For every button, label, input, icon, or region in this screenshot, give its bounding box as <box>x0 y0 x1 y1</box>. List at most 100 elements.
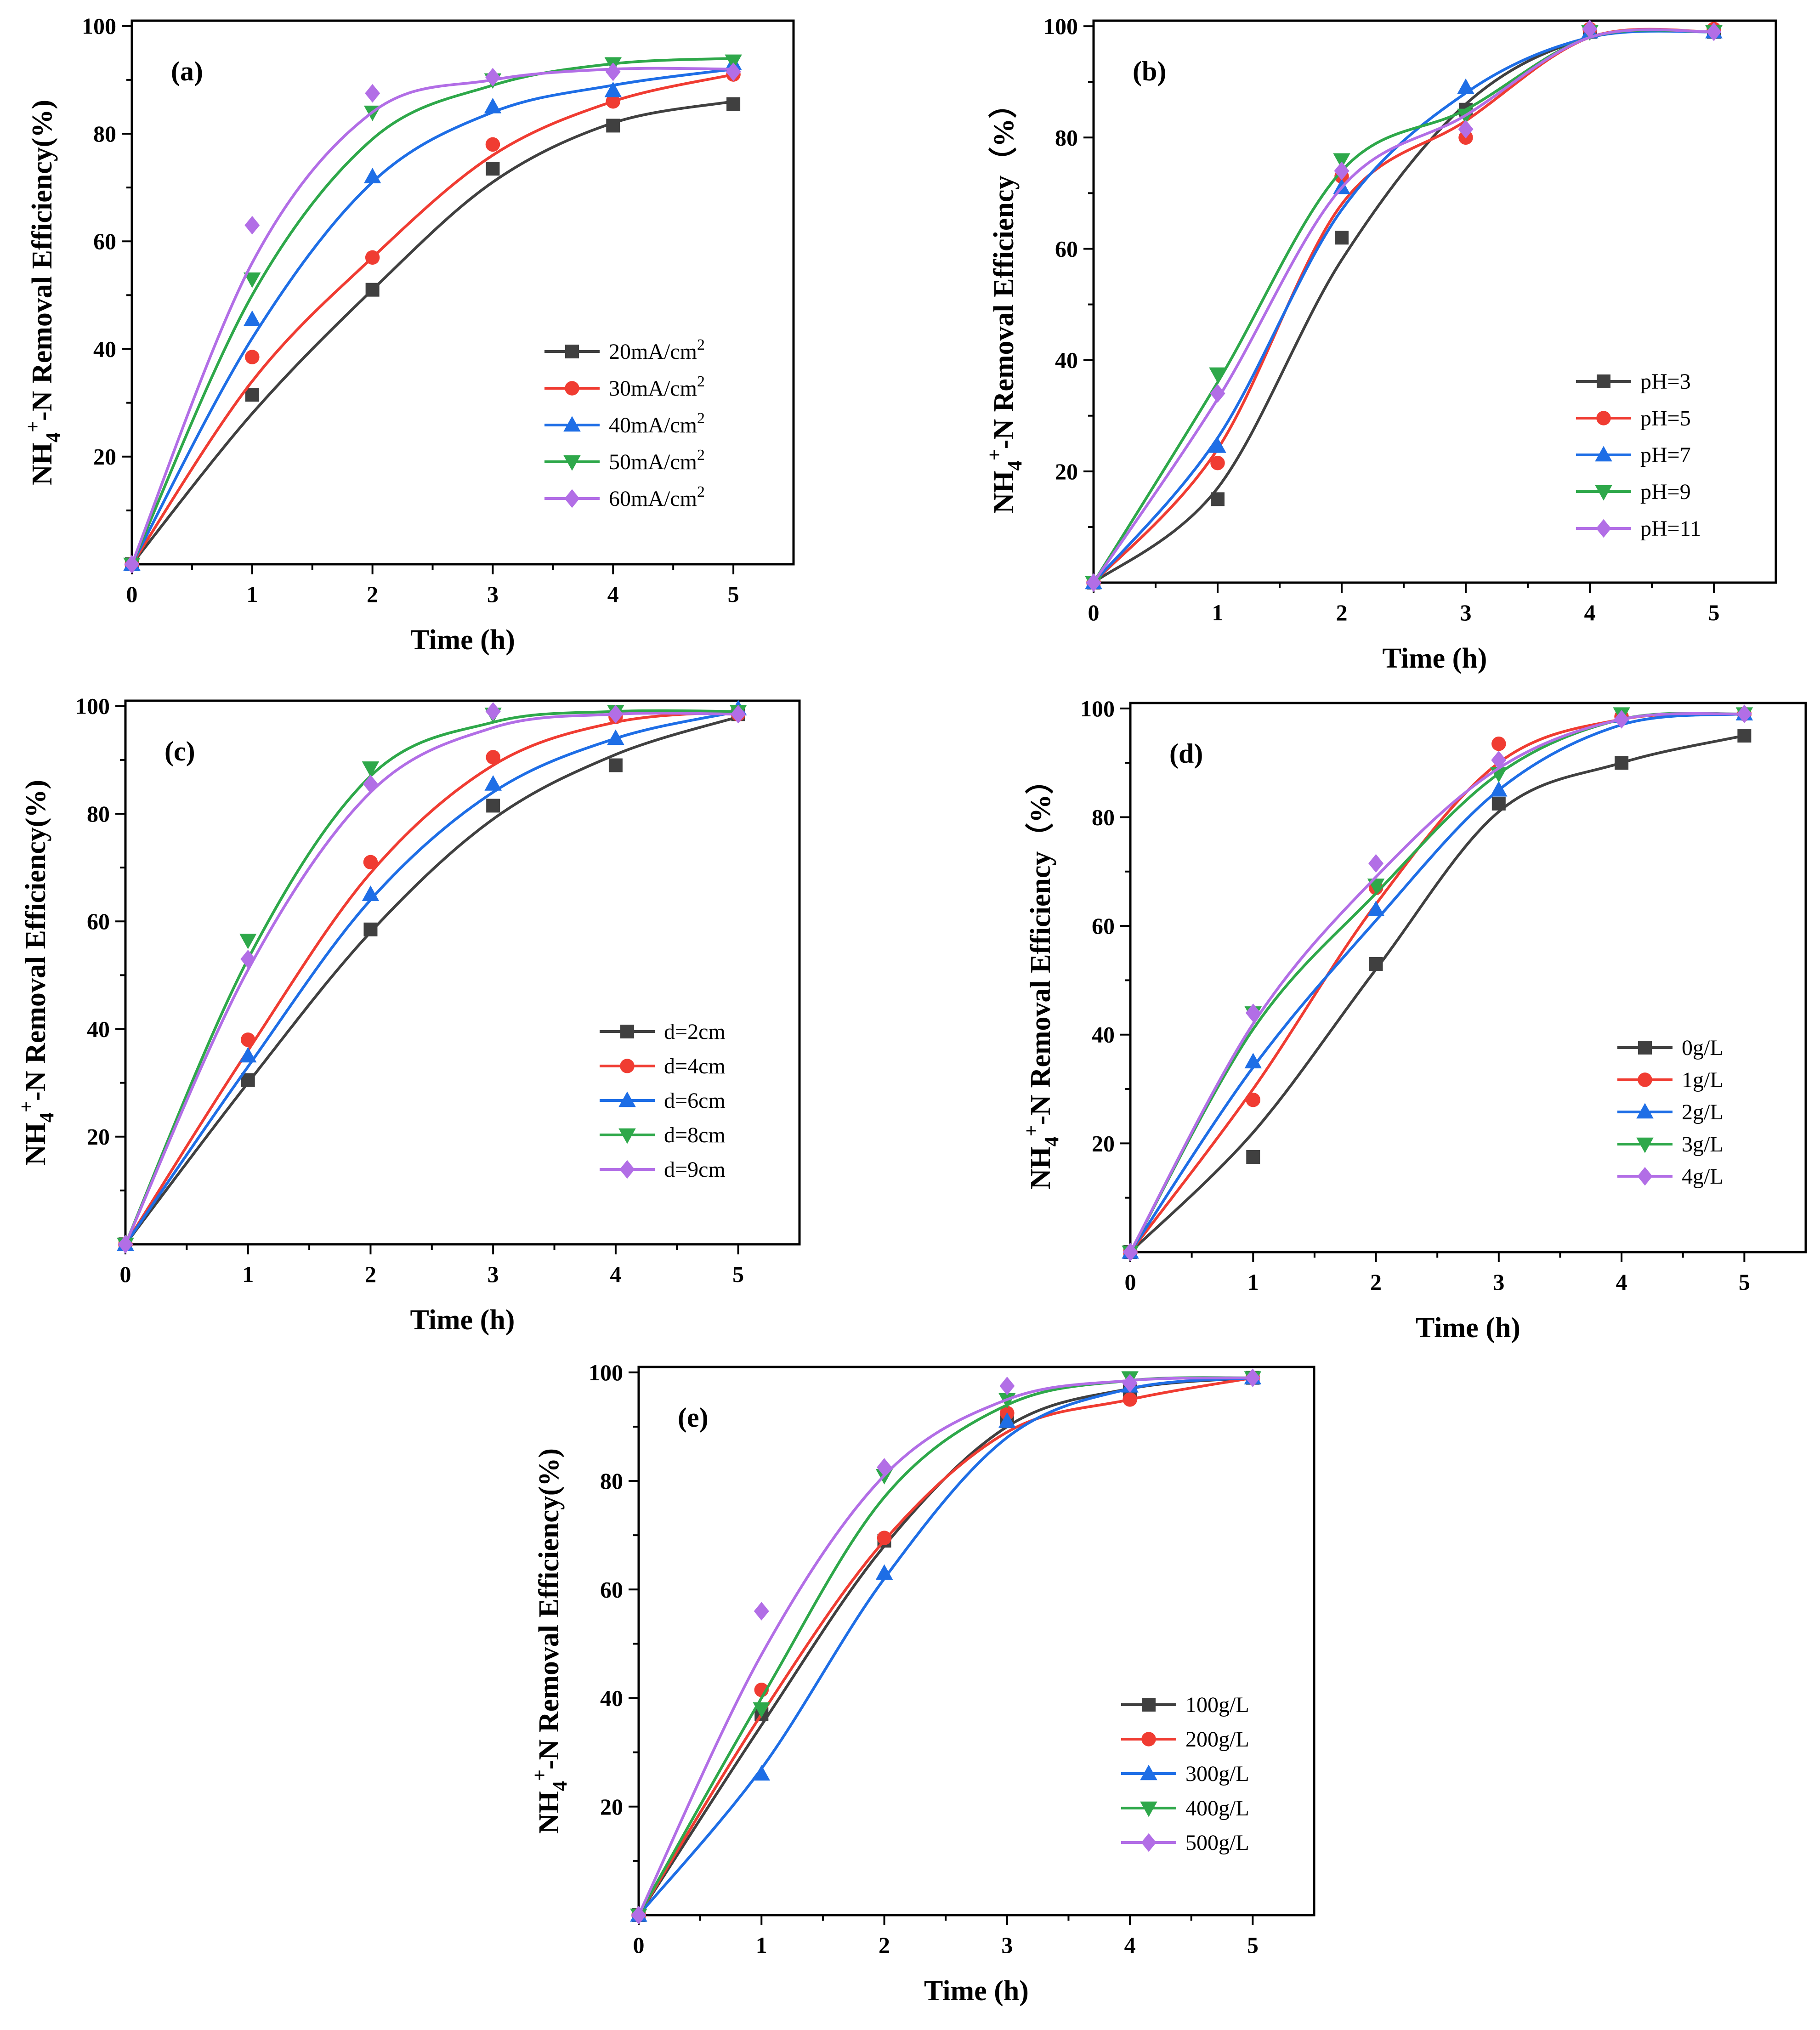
panel-e-legend-item: 200g/L <box>1121 1727 1249 1752</box>
panel-d-data-point <box>1246 1092 1261 1107</box>
panel-b-data-point <box>1457 78 1474 94</box>
panel-c-legend-item: d=2cm <box>600 1020 726 1044</box>
panel-d-data-point <box>1368 854 1384 873</box>
panel-b-xtick-label: 3 <box>1460 600 1472 625</box>
panel-a-data-point <box>606 119 620 133</box>
panel-c-ytick-label: 80 <box>87 801 110 827</box>
panel-c-data-point <box>239 933 257 949</box>
panel-b-data-point <box>1334 161 1349 181</box>
panel-d-legend-item: 0g/L <box>1617 1036 1724 1060</box>
panel-d-ytick-label: 100 <box>1080 696 1115 721</box>
panel-b-label: (b) <box>1133 56 1166 86</box>
panel-e-legend-label: 200g/L <box>1185 1727 1249 1752</box>
panel-c-legend-item: d=8cm <box>600 1123 726 1147</box>
panel-e-xtick-label: 3 <box>1001 1932 1013 1958</box>
panel-c-legend-label: d=9cm <box>664 1157 726 1182</box>
panel-e-series <box>631 1370 1260 1922</box>
panel-e-data-point <box>631 1905 646 1925</box>
panel-b-series-line <box>1093 29 1714 584</box>
panel-c-series-line <box>124 715 739 1245</box>
panel-c-data-point <box>363 775 378 794</box>
panel-b-data-point <box>1335 231 1349 245</box>
panel-a-data-point <box>365 250 380 265</box>
panel-c-data-point <box>362 885 380 901</box>
panel-b-ytick-label: 60 <box>1055 236 1078 261</box>
panel-b-data-point <box>1210 384 1225 403</box>
panel-a-data-point <box>606 94 621 109</box>
panel-d-data-point <box>1491 796 1506 811</box>
panel-d-series-line <box>1129 712 1745 1253</box>
panel-d-legend-item: 2g/L <box>1617 1100 1724 1124</box>
panel-b-legend-marker <box>1595 446 1612 462</box>
panel-a-data-point <box>244 272 261 288</box>
panel-d-data-point <box>1369 957 1383 971</box>
panel-c-ylabel: NH4+-N Removal Efficiency(%) <box>15 780 58 1165</box>
panel-e-data-point <box>877 1458 892 1477</box>
panel-c-legend-label: d=6cm <box>664 1089 726 1113</box>
panel-a-ylabel: NH4+-N Removal Efficiency(%) <box>22 100 64 485</box>
panel-c-data-point <box>484 775 502 791</box>
panel-b-data-point <box>1211 492 1225 506</box>
panel-c-series-line <box>124 710 738 1245</box>
panel-a-data-point <box>245 388 259 402</box>
panel-c-legend-marker <box>620 1025 634 1038</box>
panel-a-xtick-label: 2 <box>367 581 378 607</box>
panel-a-data-point <box>485 68 500 87</box>
panel-c-xtick-label: 4 <box>610 1261 621 1287</box>
panel-d-data-point <box>1367 901 1385 916</box>
panel-b-legend-item: pH=9 <box>1576 480 1691 504</box>
panel-d-legend-item: 3g/L <box>1617 1132 1724 1157</box>
panel-a-data-point <box>605 62 621 81</box>
panel-a-xtick-label: 0 <box>126 581 138 607</box>
panel-b-legend-label: pH=11 <box>1640 516 1701 541</box>
panel-a-legend-marker <box>563 455 581 471</box>
panel-a-legend-label: 50mA/cm2 <box>609 447 705 474</box>
panel-b-frame <box>1092 19 1777 584</box>
panel-b: 0 1 2 3 4 5 20 40 60 80 100 Time (h) NH4+-N Removal … <box>983 13 1777 674</box>
panel-c-data-point <box>608 758 623 772</box>
panel-e-ytick-label: 80 <box>600 1468 623 1494</box>
panel-d-data-point <box>1245 1004 1261 1022</box>
panel-e-ytick-label: 100 <box>589 1360 623 1385</box>
panel-e-legend-marker <box>1140 1764 1157 1781</box>
panel-b-xtick-label: 2 <box>1336 600 1348 625</box>
panel-c-ytick-label: 40 <box>87 1016 110 1042</box>
panel-d-series <box>1122 707 1753 1261</box>
panel-a-legend-marker <box>565 345 579 358</box>
panel-a-data-point <box>244 215 260 235</box>
panel-a-frame <box>130 19 795 566</box>
panel-e-xtick-label: 0 <box>633 1932 645 1958</box>
panel-e-ytick-label: 40 <box>600 1685 623 1711</box>
panel-c-xtick-label: 2 <box>365 1261 376 1287</box>
panel-b-series-line <box>1092 28 1714 584</box>
panel-d-frame <box>1129 702 1807 1253</box>
panel-d-data-point <box>1491 750 1507 770</box>
panel-c-legend-label: d=2cm <box>664 1020 726 1044</box>
panel-a-series <box>123 55 742 571</box>
panel-d-ylabel: NH4+-N Removal Efficiency（%） <box>1020 766 1063 1190</box>
panel-c-ytick-label: 20 <box>87 1124 110 1150</box>
panel-c-xtick-label: 1 <box>242 1261 254 1287</box>
panel-e-legend-label: 100g/L <box>1185 1693 1249 1717</box>
panel-e-data-point <box>1245 1368 1260 1387</box>
panel-a-data-point <box>365 283 380 297</box>
panel-e-legend-item: 500g/L <box>1121 1831 1249 1855</box>
panel-d-xtick-label: 4 <box>1616 1269 1627 1295</box>
panel-b-legend-item: pH=5 <box>1576 406 1691 431</box>
panel-e-legend-marker <box>1140 1801 1157 1817</box>
panel-d-xtick-label: 5 <box>1739 1269 1750 1295</box>
panel-a-label: (a) <box>171 56 203 86</box>
panel-b-data-point <box>1706 22 1722 41</box>
panel-c-series-line <box>124 710 739 1245</box>
panel-b-series <box>1086 22 1721 590</box>
panel-d-data-point <box>1123 1242 1138 1262</box>
panel-e-data-point <box>753 1765 771 1781</box>
panel-b-xtick-label: 5 <box>1708 600 1720 625</box>
panel-e-frame <box>637 1366 1315 1917</box>
panel-d-data-point <box>1244 1053 1262 1069</box>
panel-d-series <box>1123 728 1752 1259</box>
panel-a-data-point <box>604 81 622 97</box>
panel-e-legend-marker <box>1141 1732 1156 1746</box>
panel-c-legend-item: d=4cm <box>600 1054 726 1078</box>
